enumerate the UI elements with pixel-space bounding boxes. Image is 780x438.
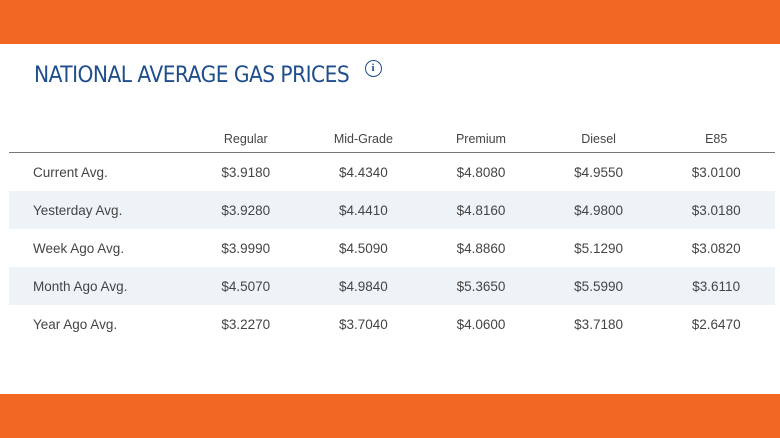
column-header-diesel: Diesel — [539, 125, 658, 153]
column-header-e85: E85 — [657, 125, 775, 153]
table-row: Current Avg. $3.9180 $4.4340 $4.8080 $4.… — [9, 153, 775, 192]
gas-prices-table: Regular Mid-Grade Premium Diesel E85 Cur… — [9, 125, 775, 343]
price-cell: $3.0100 — [691, 164, 741, 180]
price-cell: $3.2270 — [221, 316, 271, 332]
row-label: Yesterday Avg. — [9, 191, 187, 229]
price-cell: $3.6110 — [657, 267, 775, 305]
price-cell: $4.0600 — [456, 316, 506, 332]
price-cell: $4.9550 — [574, 164, 623, 180]
price-cell: $5.1290 — [574, 240, 623, 256]
price-cell: $3.9280 — [187, 191, 305, 229]
column-header-regular: Regular — [187, 125, 305, 153]
info-icon[interactable]: i — [364, 60, 382, 77]
table-row: Yesterday Avg. $3.9280 $4.4410 $4.8160 $… — [9, 191, 775, 229]
price-cell: $4.8860 — [456, 240, 506, 256]
table-row: Week Ago Avg. $3.9990 $4.5090 $4.8860 $5… — [9, 229, 775, 267]
row-label: Week Ago Avg. — [33, 240, 125, 256]
title-row: NATIONAL AVERAGE GAS PRICES i — [34, 58, 382, 94]
price-cell: $4.5070 — [187, 267, 305, 305]
page-title: NATIONAL AVERAGE GAS PRICES — [34, 63, 350, 88]
price-cell: $4.9800 — [539, 191, 658, 229]
price-cell: $3.7040 — [338, 316, 388, 332]
top-accent-band — [0, 0, 780, 44]
price-cell: $4.8160 — [422, 191, 540, 229]
table-header-row: Regular Mid-Grade Premium Diesel E85 — [9, 125, 775, 153]
price-cell: $3.0820 — [691, 240, 741, 256]
price-cell: $3.9180 — [221, 164, 271, 180]
price-cell: $4.4340 — [338, 164, 388, 180]
row-label: Current Avg. — [33, 164, 108, 180]
price-cell: $3.9990 — [221, 240, 271, 256]
table-row: Month Ago Avg. $4.5070 $4.9840 $5.3650 $… — [9, 267, 775, 305]
price-cell: $5.3650 — [422, 267, 540, 305]
price-cell: $4.8080 — [456, 164, 506, 180]
column-header-premium: Premium — [422, 125, 540, 153]
price-cell: $5.5990 — [539, 267, 658, 305]
row-label: Month Ago Avg. — [9, 267, 187, 305]
price-cell: $3.7180 — [574, 316, 623, 332]
price-cell: $4.5090 — [338, 240, 388, 256]
column-header-label — [9, 125, 187, 153]
price-cell: $4.9840 — [304, 267, 423, 305]
column-header-mid-grade: Mid-Grade — [304, 125, 423, 153]
bottom-accent-band — [0, 394, 780, 438]
price-cell: $3.0180 — [657, 191, 775, 229]
price-cell: $2.6470 — [691, 316, 741, 332]
price-cell: $4.4410 — [304, 191, 423, 229]
table-row: Year Ago Avg. $3.2270 $3.7040 $4.0600 $3… — [9, 305, 775, 343]
row-label: Year Ago Avg. — [33, 316, 118, 332]
